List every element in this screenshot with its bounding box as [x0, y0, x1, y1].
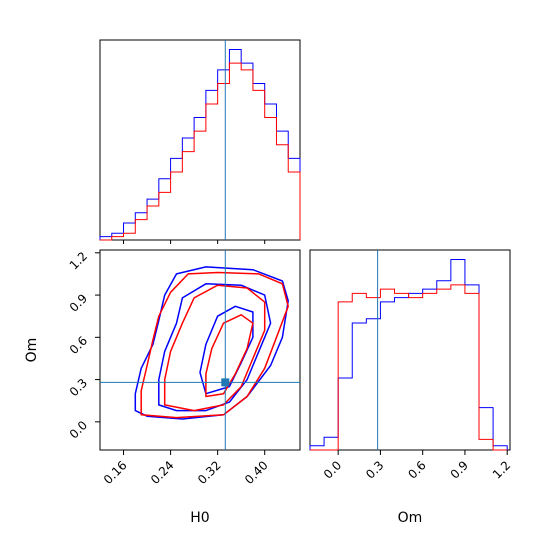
om-histogram-frame	[309, 249, 511, 451]
contour-series-1-level-2	[158, 283, 272, 412]
h0-om-contour-frame	[99, 249, 301, 451]
panel-h0-om-contour	[99, 249, 301, 451]
h0-histogram-frame	[99, 39, 301, 241]
h0-histogram-ticks	[123, 240, 266, 244]
contour-series-2-level-3	[205, 314, 254, 398]
h0-histogram-steps	[99, 49, 301, 241]
h0-hist-series-1	[99, 49, 301, 240]
h0-hist-series-2	[100, 62, 301, 241]
om-histogram-steps	[309, 259, 508, 451]
contour-series-2-level-2	[163, 284, 266, 412]
panel-h0-histogram	[99, 39, 301, 241]
panel-om-histogram	[309, 249, 511, 451]
contour-series-2-level-1	[140, 271, 289, 419]
h0-axis-title: H0	[190, 510, 209, 526]
om-bottom-axis-title: Om	[398, 510, 423, 526]
om-axis-title: Om	[24, 338, 40, 363]
h0-om-contours	[134, 266, 289, 420]
om-hist-series-2	[310, 284, 508, 451]
truth-marker	[221, 378, 230, 387]
